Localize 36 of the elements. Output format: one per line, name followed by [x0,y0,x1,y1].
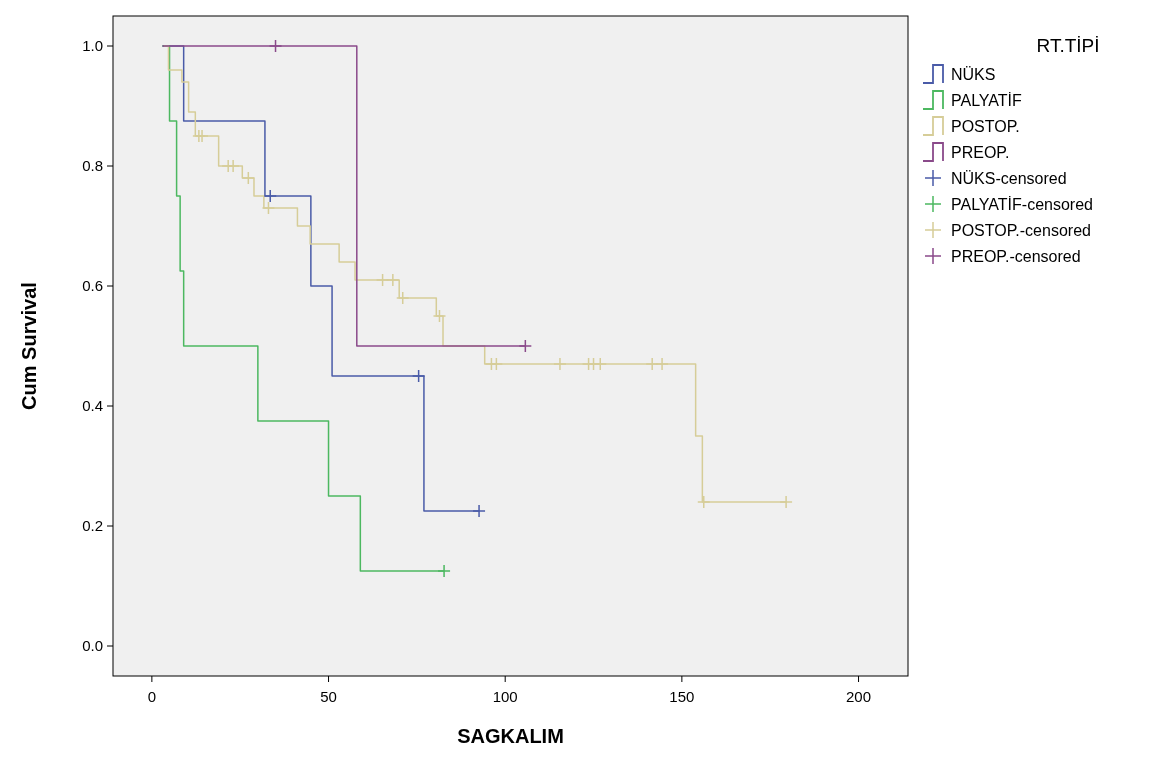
point [472,504,486,518]
point [779,495,793,509]
legend-label: POSTOP.-censored [951,222,1091,239]
legend-title: RT.TİPİ [1036,35,1100,56]
point [386,273,400,287]
legend-label: NÜKS-censored [951,170,1067,187]
y-axis-title: Cum Survival [18,282,40,410]
x-axis-title: SAGKALIM [457,725,564,747]
legend-label: PREOP. [951,144,1010,161]
y-tick-label: 0.0 [82,637,103,654]
point [395,291,410,305]
point [437,564,451,578]
point [432,309,447,323]
y-tick-label: 0.4 [82,397,103,414]
x-tick-label: 0 [147,688,157,705]
x-tick-label: 50 [320,688,337,705]
point [261,201,276,215]
point [553,357,567,371]
point [411,369,426,383]
point [268,39,283,53]
y-tick-label: 0.8 [82,157,103,174]
x-tick-label: 200 [846,688,872,705]
y-tick-label: 0.2 [82,517,103,534]
point [518,339,533,353]
legend-label: PALYATİF-censored [951,195,1093,213]
x-tick-label: 150 [669,688,695,705]
point [263,189,277,203]
point [241,171,256,185]
legend-label: POSTOP. [951,118,1020,135]
y-tick-label: 1.0 [82,37,103,54]
legend-label: NÜKS [951,66,996,83]
legend-label: PREOP.-censored [951,248,1081,265]
x-tick-label: 100 [492,688,518,705]
y-tick-label: 0.6 [82,277,103,294]
point [697,495,711,509]
legend-label: PALYATİF [951,91,1023,109]
